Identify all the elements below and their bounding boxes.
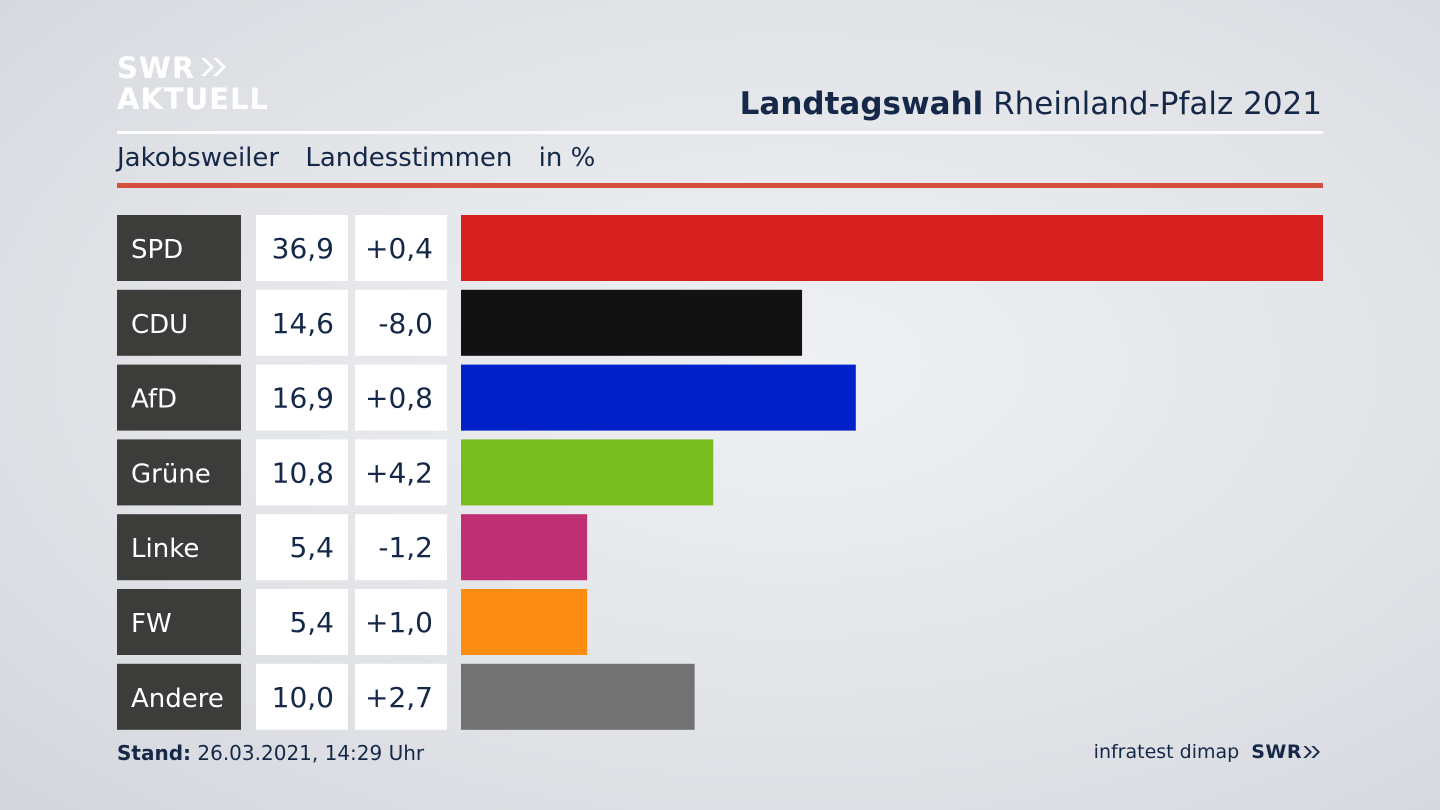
change-label: -1,2 bbox=[378, 531, 433, 564]
double-chevron-icon bbox=[199, 54, 229, 83]
value-cell bbox=[256, 289, 348, 356]
party-cell bbox=[117, 289, 241, 356]
party-cell bbox=[117, 663, 241, 730]
change-label: +0,8 bbox=[365, 382, 433, 415]
change-cell bbox=[355, 215, 447, 281]
subtitle-type: Landesstimmen bbox=[305, 143, 513, 173]
change-label: +1,0 bbox=[365, 606, 433, 639]
accent-divider bbox=[117, 183, 1323, 188]
bar bbox=[461, 215, 1323, 281]
value-cell bbox=[256, 364, 348, 431]
party-cell bbox=[117, 514, 241, 581]
bar bbox=[461, 364, 856, 431]
party-cell bbox=[117, 589, 241, 655]
change-cell bbox=[355, 589, 447, 655]
page-title: Landtagswahl Rheinland-Pfalz 2021 bbox=[740, 86, 1322, 122]
change-label: -8,0 bbox=[378, 307, 433, 340]
party-label: SPD bbox=[131, 235, 183, 265]
party-cell bbox=[117, 364, 241, 431]
logo-swr-text: SWR bbox=[117, 51, 196, 85]
party-cell bbox=[117, 215, 241, 281]
source-credit: infratest dimap SWR bbox=[1094, 741, 1322, 763]
value-label: 5,4 bbox=[289, 531, 334, 564]
change-label: +2,7 bbox=[365, 681, 433, 714]
source-name: infratest dimap bbox=[1093, 741, 1240, 763]
change-label: +0,4 bbox=[365, 232, 433, 265]
value-cell bbox=[256, 514, 348, 581]
change-cell bbox=[355, 364, 447, 431]
logo-aktuell-text: AKTUELL bbox=[117, 82, 270, 116]
change-cell bbox=[355, 439, 447, 506]
value-label: 10,8 bbox=[272, 456, 334, 489]
subtitle-unit: in % bbox=[538, 143, 596, 173]
header-divider bbox=[117, 131, 1323, 134]
party-cell bbox=[117, 439, 241, 506]
value-cell bbox=[256, 439, 348, 506]
party-label: Grüne bbox=[131, 459, 211, 489]
party-label: Andere bbox=[131, 684, 224, 714]
value-label: 10,0 bbox=[272, 681, 334, 714]
subtitle: Jakobsweiler Landesstimmen in % bbox=[117, 143, 613, 173]
value-label: 14,6 bbox=[272, 307, 334, 340]
change-cell bbox=[355, 514, 447, 581]
party-label: AfD bbox=[131, 385, 177, 415]
double-chevron-icon bbox=[1303, 746, 1320, 758]
party-label: FW bbox=[131, 609, 172, 639]
change-cell bbox=[355, 663, 447, 730]
value-label: 36,9 bbox=[272, 232, 334, 265]
change-cell bbox=[355, 289, 447, 356]
stand-value: 26.03.2021, 14:29 Uhr bbox=[197, 741, 425, 765]
value-label: 16,9 bbox=[272, 382, 334, 415]
timestamp: Stand: 26.03.2021, 14:29 Uhr bbox=[117, 741, 424, 765]
title-bold: Landtagswahl bbox=[739, 86, 984, 122]
party-label: CDU bbox=[131, 310, 188, 340]
party-label: Linke bbox=[131, 534, 199, 564]
bar bbox=[461, 589, 588, 655]
change-label: +4,2 bbox=[365, 456, 433, 489]
value-cell bbox=[256, 589, 348, 655]
bar bbox=[461, 663, 695, 730]
bar bbox=[461, 289, 803, 356]
value-label: 5,4 bbox=[289, 606, 334, 639]
bar bbox=[461, 514, 588, 581]
swr-brand: SWR bbox=[1251, 741, 1322, 763]
value-cell bbox=[256, 663, 348, 730]
subtitle-place: Jakobsweiler bbox=[117, 143, 280, 173]
bar bbox=[461, 439, 714, 506]
value-cell bbox=[256, 215, 348, 281]
title-rest: Rheinland-Pfalz 2021 bbox=[993, 86, 1322, 122]
swr-aktuell-logo: SWR AKTUELL bbox=[117, 54, 269, 114]
stand-label: Stand: bbox=[117, 741, 192, 765]
swr-brand-text: SWR bbox=[1251, 741, 1302, 763]
